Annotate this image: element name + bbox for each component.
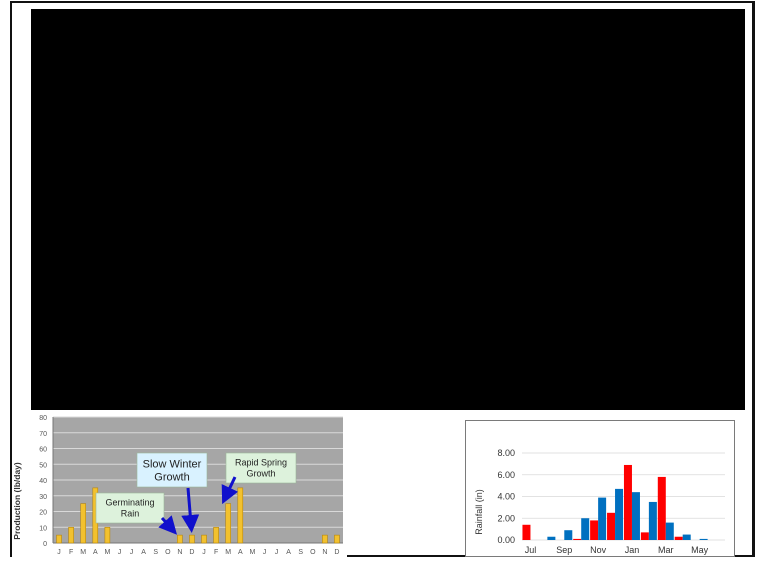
rainfall-x-tick-label: Nov	[590, 545, 607, 555]
production-bar	[334, 534, 340, 544]
production-bar	[213, 526, 219, 544]
production-x-tick-label: O	[165, 549, 171, 556]
rainfall-bar	[607, 512, 616, 540]
rainfall-bar	[699, 538, 708, 540]
rainfall-bar	[640, 532, 649, 540]
rainfall-bar	[522, 524, 531, 540]
production-bar	[68, 526, 74, 544]
production-bar	[225, 503, 232, 544]
rainfall-chart: 0.00 2.00 4.00 6.00 8.00 Jul Sep Nov Jan Mar May R…	[474, 448, 725, 555]
production-y-axis-label: Production (lb/day)	[12, 462, 22, 540]
production-y-tick-label: 60	[39, 447, 47, 454]
production-y-tick-label: 30	[39, 494, 47, 501]
production-x-tick-label: S	[153, 549, 158, 556]
annotation-label: Rapid Spring	[235, 458, 287, 468]
production-x-tick-label: D	[334, 549, 339, 556]
rainfall-x-tick-label: Jul	[525, 545, 537, 555]
production-x-tick-label: A	[286, 549, 291, 556]
production-x-tick-label: M	[249, 549, 255, 556]
rainfall-y-tick-label: 2.00	[497, 513, 515, 523]
production-bar	[201, 534, 207, 544]
production-y-tick-label: 10	[39, 525, 47, 532]
production-y-tick-label: 20	[39, 510, 47, 517]
production-y-tick-label: 70	[39, 431, 47, 438]
production-x-tick-label: N	[177, 549, 182, 556]
annotation-box	[95, 492, 165, 524]
production-bar	[177, 534, 183, 544]
annotation-label: Growth	[246, 469, 275, 479]
production-x-tick-label: M	[104, 549, 110, 556]
rainfall-y-tick-label: 4.00	[497, 492, 515, 502]
rainfall-bar	[564, 530, 573, 540]
rainfall-y-tick-label: 8.00	[497, 448, 515, 458]
production-x-tick-label: A	[238, 549, 243, 556]
rainfall-x-tick-label: Jan	[625, 545, 640, 555]
rainfall-bar	[573, 538, 582, 540]
production-x-tick-label: J	[118, 549, 122, 556]
annotation-box	[225, 452, 297, 484]
production-bar	[237, 487, 244, 544]
rainfall-bar	[682, 534, 691, 540]
production-x-tick-label: J	[57, 549, 61, 556]
annotation-label: Growth	[154, 471, 189, 483]
rainfall-x-tick-label: Mar	[658, 545, 674, 555]
production-bar	[189, 534, 195, 544]
production-x-tick-label: J	[130, 549, 134, 556]
rainfall-bar	[674, 536, 683, 540]
rainfall-bar	[615, 488, 624, 540]
production-x-tick-label: J	[275, 549, 279, 556]
production-bar	[56, 534, 62, 544]
production-y-tick-label: 50	[39, 462, 47, 469]
annotation-arrow	[221, 476, 238, 505]
video-area	[31, 9, 745, 410]
production-x-tick-label: S	[298, 549, 303, 556]
rainfall-bar	[590, 520, 599, 540]
annotation-label: Slow Winter	[143, 458, 202, 470]
rainfall-y-tick-label: 6.00	[497, 470, 515, 480]
rainfall-bar	[665, 522, 674, 540]
production-x-tick-label: A	[93, 549, 98, 556]
production-x-tick-label: M	[225, 549, 231, 556]
annotation-box	[136, 452, 208, 488]
production-y-tick-label: 40	[39, 478, 47, 485]
annotation-label: Rain	[121, 509, 140, 519]
production-x-tick-label: D	[189, 549, 194, 556]
rainfall-bar	[631, 492, 640, 540]
production-x-tick-label: F	[214, 549, 218, 556]
rainfall-y-tick-label: 0.00	[497, 535, 515, 545]
rainfall-bar	[581, 518, 590, 540]
rainfall-bar	[547, 536, 556, 540]
production-bar	[322, 534, 328, 544]
rainfall-bar	[657, 476, 666, 540]
rainfall-bar	[598, 497, 607, 540]
production-x-tick-label: J	[263, 549, 267, 556]
rainfall-x-tick-label: Sep	[556, 545, 572, 555]
production-x-tick-label: N	[322, 549, 327, 556]
production-x-tick-label: F	[69, 549, 73, 556]
rainfall-y-axis-label: Rainfall (in)	[474, 489, 484, 535]
annotation-arrow	[158, 515, 178, 535]
rainfall-bar	[648, 501, 657, 540]
production-x-tick-label: M	[80, 549, 86, 556]
annotation-arrow	[181, 487, 200, 533]
annotation-label: Germinating	[105, 498, 154, 508]
production-x-tick-label: J	[202, 549, 206, 556]
production-bar	[104, 526, 111, 544]
rainfall-bar	[623, 464, 632, 540]
production-y-tick-label: 0	[43, 541, 47, 548]
rainfall-x-tick-label: May	[691, 545, 709, 555]
production-bar	[80, 503, 87, 544]
production-y-tick-label: 80	[39, 415, 47, 422]
production-x-tick-label: A	[141, 549, 146, 556]
production-x-tick-label: O	[310, 549, 316, 556]
